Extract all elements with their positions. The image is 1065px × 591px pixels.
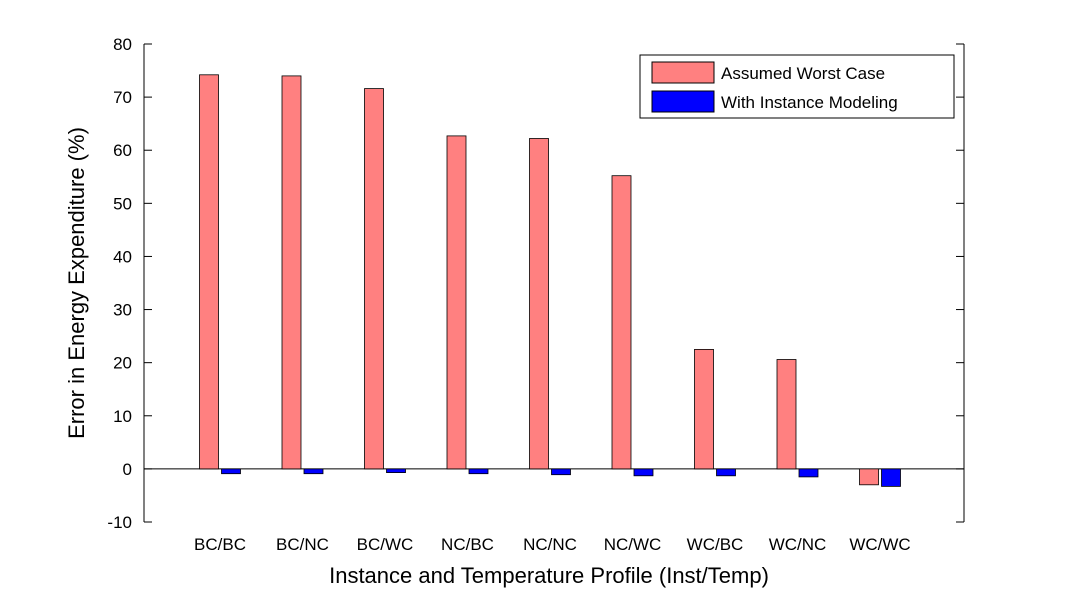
y-tick-label: -10 — [107, 513, 132, 532]
plot-area — [144, 44, 964, 522]
bar-assumed-worst-case-wc-bc — [694, 348, 714, 470]
y-tick-label: 40 — [113, 247, 132, 266]
x-tick-label: BC/NC — [276, 535, 329, 554]
y-tick-label: 50 — [113, 194, 132, 213]
y-tick-label: 10 — [113, 407, 132, 426]
bar-with-instance-modeling-wc-wc — [881, 468, 901, 487]
bar-assumed-worst-case-wc-wc — [859, 468, 879, 486]
legend: Assumed Worst Case With Instance Modelin… — [639, 54, 955, 119]
y-tick-label: 60 — [113, 141, 132, 160]
x-tick-label: WC/BC — [687, 535, 744, 554]
x-tick-label: WC/NC — [769, 535, 827, 554]
y-tick-label: 70 — [113, 88, 132, 107]
y-tick-label: 0 — [123, 460, 132, 479]
legend-swatch-assumed-worst-case — [651, 61, 715, 84]
x-tick-label: NC/NC — [523, 535, 577, 554]
legend-label-assumed-worst-case: Assumed Worst Case — [721, 64, 885, 83]
legend-label-with-instance-modeling: With Instance Modeling — [721, 93, 898, 112]
x-tick-label: BC/BC — [194, 535, 246, 554]
legend-swatch-with-instance-modeling — [651, 90, 715, 113]
bar-with-instance-modeling-nc-wc — [633, 468, 654, 477]
x-axis-label: Instance and Temperature Profile (Inst/T… — [329, 563, 769, 588]
bar-assumed-worst-case-wc-nc — [776, 359, 797, 470]
y-tick-label: 80 — [113, 35, 132, 54]
bar-with-instance-modeling-bc-bc — [221, 468, 241, 475]
bar-assumed-worst-case-bc-bc — [199, 74, 219, 470]
bar-with-instance-modeling-nc-nc — [551, 468, 571, 476]
x-tick-label: BC/WC — [357, 535, 414, 554]
y-tick-label: 20 — [113, 354, 132, 373]
bar-assumed-worst-case-bc-wc — [364, 88, 384, 470]
x-tick-label: NC/BC — [441, 535, 494, 554]
bar-with-instance-modeling-wc-bc — [716, 468, 736, 477]
bar-with-instance-modeling-bc-wc — [386, 468, 406, 473]
bar-assumed-worst-case-nc-nc — [529, 138, 549, 470]
x-tick-label: NC/WC — [604, 535, 662, 554]
bar-assumed-worst-case-nc-wc — [611, 175, 632, 470]
bar-with-instance-modeling-bc-nc — [303, 468, 324, 475]
bar-assumed-worst-case-nc-bc — [446, 135, 467, 470]
bar-with-instance-modeling-wc-nc — [798, 468, 819, 478]
bar-with-instance-modeling-nc-bc — [468, 468, 489, 475]
x-tick-label: WC/WC — [849, 535, 910, 554]
y-axis-label: Error in Energy Expenditure (%) — [64, 127, 89, 439]
y-tick-label: 30 — [113, 301, 132, 320]
bar-assumed-worst-case-bc-nc — [281, 75, 302, 470]
